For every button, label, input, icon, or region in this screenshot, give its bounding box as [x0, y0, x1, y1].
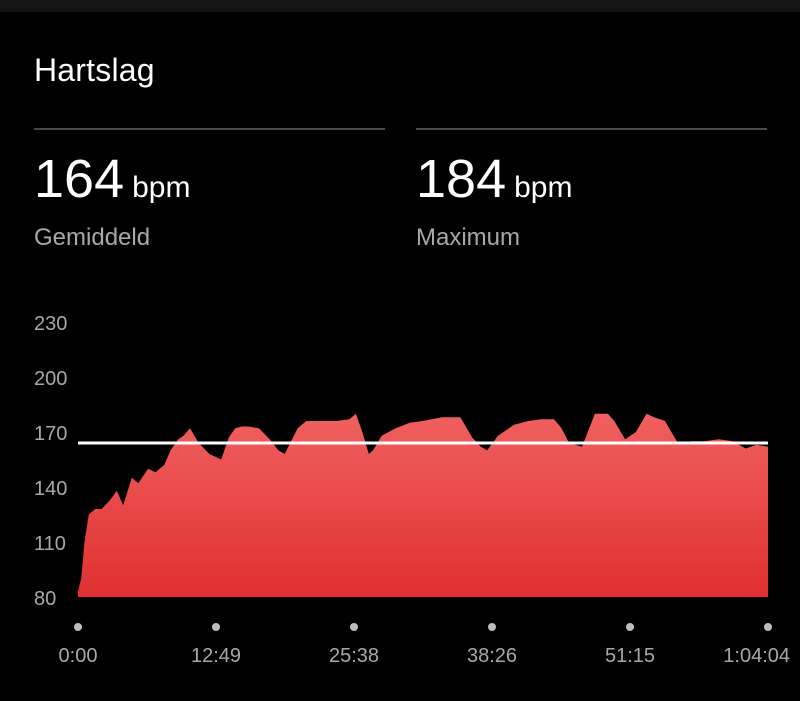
x-tick-dot	[764, 623, 772, 631]
x-tick-dot	[74, 623, 82, 631]
x-tick-label: 38:26	[467, 645, 517, 667]
y-tick-label: 140	[34, 478, 67, 500]
y-tick-label: 230	[34, 313, 67, 335]
x-tick-label: 51:15	[605, 645, 655, 667]
x-tick-dot	[488, 623, 496, 631]
divider-left	[34, 128, 385, 130]
maximum-label: Maximum	[416, 224, 521, 251]
heart-rate-chart: 230 200 170 140 110 80 0:00 12:49 25:38 38:26 51:…	[34, 313, 790, 667]
stat-maximum: 184 bpm Maximum	[416, 152, 572, 252]
x-tick-label: 0:00	[59, 645, 98, 667]
maximum-unit: bpm	[514, 171, 573, 204]
x-tick-label: 1:04:04	[723, 645, 790, 667]
x-tick-dot	[212, 623, 220, 631]
heart-rate-area	[78, 413, 768, 597]
y-tick-label: 110	[34, 533, 66, 555]
page-title: Hartslag	[34, 52, 155, 88]
x-tick-label: 12:49	[191, 645, 241, 667]
average-label: Gemiddeld	[34, 224, 151, 251]
average-unit: bpm	[132, 171, 191, 204]
status-bar	[0, 0, 800, 12]
x-tick-dot	[626, 623, 634, 631]
y-tick-label: 170	[34, 423, 67, 445]
x-tick-label: 25:38	[329, 645, 379, 667]
x-tick-dot	[350, 623, 358, 631]
divider-right	[416, 128, 767, 130]
stat-average: 164 bpm Gemiddeld	[34, 152, 190, 252]
y-tick-label: 200	[34, 368, 67, 390]
y-tick-label: 80	[34, 588, 56, 610]
average-value: 164	[34, 149, 125, 209]
maximum-value: 184	[416, 149, 507, 209]
